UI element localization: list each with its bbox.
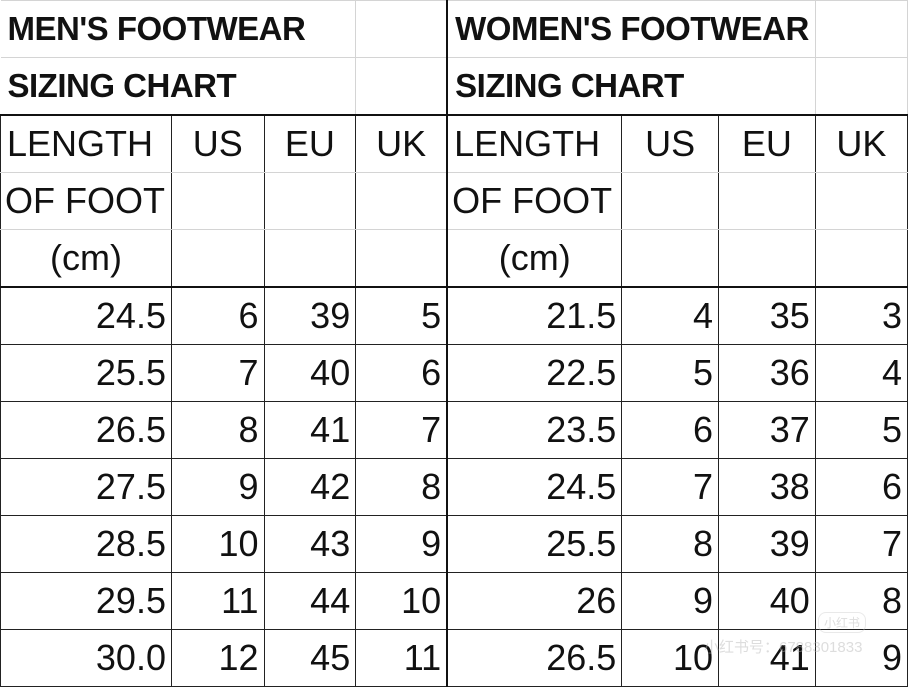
women-us-cell: 6 xyxy=(621,401,720,459)
table-row: 29.5 11 44 10 26 9 40 8 xyxy=(0,572,908,630)
women-title-line1: WOMEN'S FOOTWEAR xyxy=(446,0,816,58)
women-uk-cell: 8 xyxy=(814,572,908,630)
women-eu-cell: 41 xyxy=(718,629,816,687)
men-length-header-line2: OF FOOT xyxy=(0,172,172,230)
men-uk-cell: 10 xyxy=(355,572,448,630)
men-length-cell: 27.5 xyxy=(0,458,172,516)
men-eu-cell: 42 xyxy=(263,458,357,516)
women-uk-cell: 5 xyxy=(814,401,908,459)
women-eu-cell: 35 xyxy=(718,286,816,345)
women-eu-cell: 40 xyxy=(718,572,816,630)
men-eu-header: EU xyxy=(263,114,357,173)
table-row: 28.5 10 43 9 25.5 8 39 7 xyxy=(0,515,908,573)
women-us-cell: 8 xyxy=(621,515,720,573)
women-title-line2: SIZING CHART xyxy=(446,57,816,116)
table-row: 25.5 7 40 6 22.5 5 36 4 xyxy=(0,344,908,402)
women-length-header: LENGTH xyxy=(446,114,623,173)
men-us-cell: 11 xyxy=(170,572,265,630)
women-length-cell: 21.5 xyxy=(446,286,623,345)
men-uk-cell: 7 xyxy=(355,401,448,459)
men-us-cell: 9 xyxy=(170,458,265,516)
men-length-cell: 28.5 xyxy=(0,515,172,573)
women-length-cell: 23.5 xyxy=(446,401,623,459)
women-uk-cell: 9 xyxy=(814,629,908,687)
women-us-cell: 7 xyxy=(621,458,720,516)
men-us-header: US xyxy=(170,114,265,173)
men-eu-cell: 41 xyxy=(263,401,357,459)
men-us-cell: 7 xyxy=(170,344,265,402)
men-length-cell: 25.5 xyxy=(0,344,172,402)
women-length-cell: 26 xyxy=(446,572,623,630)
women-eu-header: EU xyxy=(718,114,816,173)
men-uk-cell: 9 xyxy=(355,515,448,573)
women-us-cell: 4 xyxy=(621,286,720,345)
men-uk-header: UK xyxy=(355,114,448,173)
women-uk-cell: 7 xyxy=(814,515,908,573)
men-title-line1: MEN'S FOOTWEAR xyxy=(0,0,356,58)
women-us-cell: 5 xyxy=(621,344,720,402)
men-us-cell: 8 xyxy=(170,401,265,459)
women-length-cell: 22.5 xyxy=(446,344,623,402)
men-eu-cell: 39 xyxy=(263,286,357,345)
men-eu-cell: 43 xyxy=(263,515,357,573)
table-row: 24.5 6 39 5 21.5 4 35 3 xyxy=(0,286,908,345)
women-uk-cell: 3 xyxy=(814,286,908,345)
men-length-cell: 24.5 xyxy=(0,286,172,345)
table-row: 27.5 9 42 8 24.5 7 38 6 xyxy=(0,458,908,516)
men-uk-cell: 6 xyxy=(355,344,448,402)
women-uk-cell: 4 xyxy=(814,344,908,402)
women-eu-cell: 38 xyxy=(718,458,816,516)
women-length-cell: 25.5 xyxy=(446,515,623,573)
women-length-cell: 26.5 xyxy=(446,629,623,687)
women-us-cell: 10 xyxy=(621,629,720,687)
women-length-header-line2: OF FOOT xyxy=(446,172,623,230)
women-us-cell: 9 xyxy=(621,572,720,630)
men-length-header: LENGTH xyxy=(0,114,172,173)
men-us-cell: 12 xyxy=(170,629,265,687)
men-eu-cell: 44 xyxy=(263,572,357,630)
men-length-cell: 26.5 xyxy=(0,401,172,459)
women-eu-cell: 39 xyxy=(718,515,816,573)
women-length-unit: (cm) xyxy=(446,229,623,288)
table-row: 30.0 12 45 11 26.5 10 41 9 xyxy=(0,629,908,687)
men-title-line2: SIZING CHART xyxy=(0,57,356,116)
men-length-unit: (cm) xyxy=(0,229,172,288)
women-us-header: US xyxy=(621,114,720,173)
men-eu-cell: 45 xyxy=(263,629,357,687)
men-length-cell: 30.0 xyxy=(0,629,172,687)
men-length-cell: 29.5 xyxy=(0,572,172,630)
men-uk-cell: 11 xyxy=(355,629,448,687)
women-length-cell: 24.5 xyxy=(446,458,623,516)
women-eu-cell: 36 xyxy=(718,344,816,402)
men-eu-cell: 40 xyxy=(263,344,357,402)
women-uk-cell: 6 xyxy=(814,458,908,516)
men-uk-cell: 8 xyxy=(355,458,448,516)
men-us-cell: 6 xyxy=(170,286,265,345)
women-eu-cell: 37 xyxy=(718,401,816,459)
men-uk-cell: 5 xyxy=(355,286,448,345)
table-row: 26.5 8 41 7 23.5 6 37 5 xyxy=(0,401,908,459)
men-us-cell: 10 xyxy=(170,515,265,573)
women-uk-header: UK xyxy=(814,114,908,173)
